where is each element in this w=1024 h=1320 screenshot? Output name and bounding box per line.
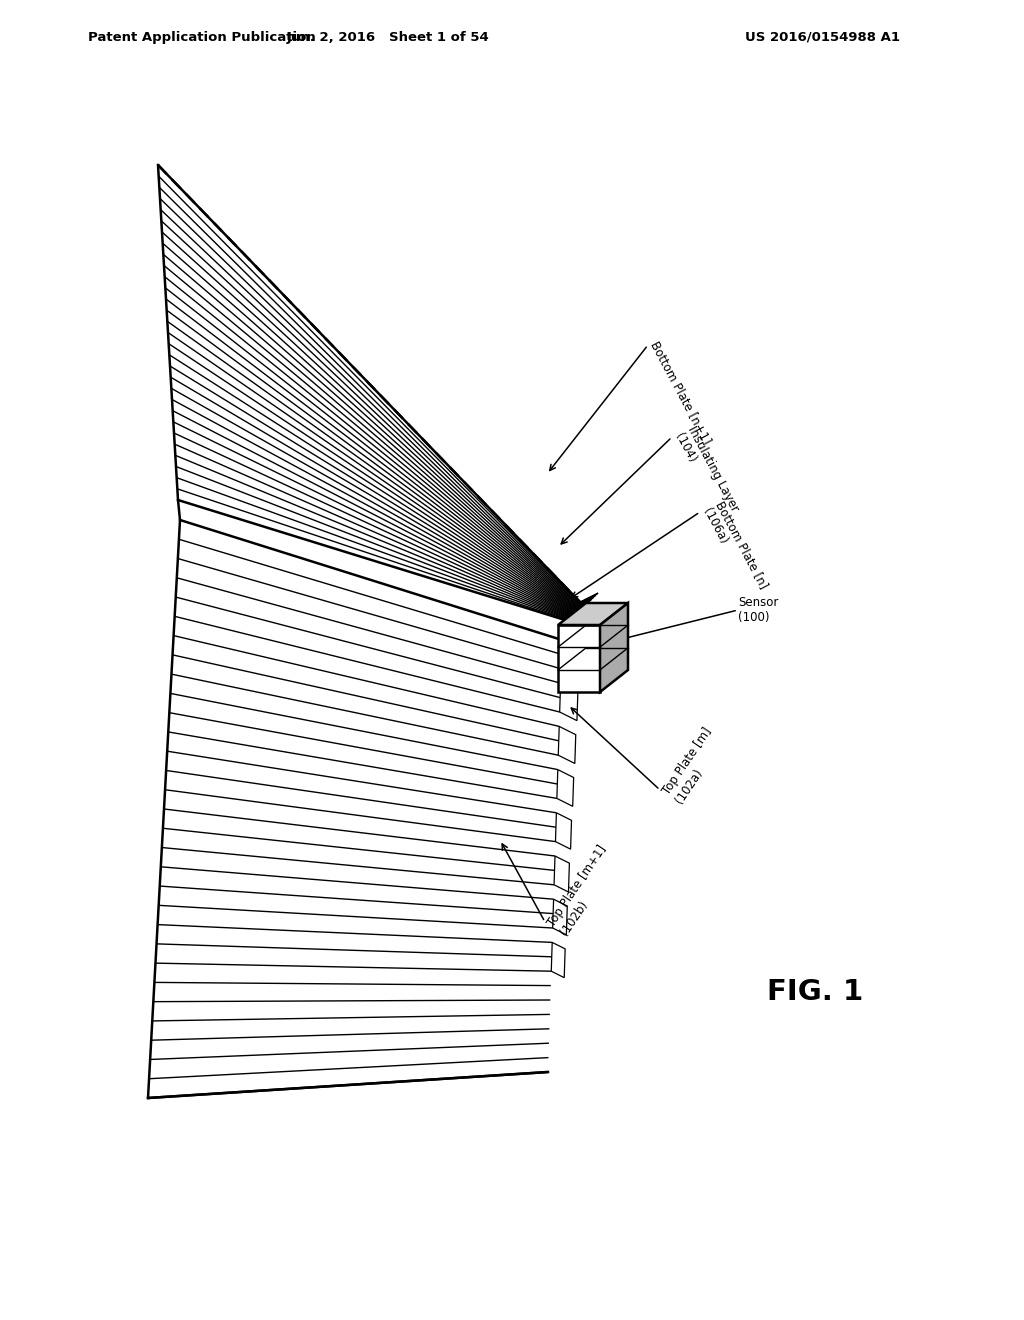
Polygon shape: [575, 598, 594, 607]
Text: Top Plate [m]
(102a): Top Plate [m] (102a): [660, 726, 727, 805]
Polygon shape: [555, 813, 571, 849]
Polygon shape: [551, 942, 565, 978]
Text: Insulating Layer
(104): Insulating Layer (104): [672, 424, 741, 521]
Polygon shape: [579, 593, 598, 603]
Text: Bottom Plate [n+1]: Bottom Plate [n+1]: [648, 339, 714, 446]
Polygon shape: [557, 770, 573, 807]
Polygon shape: [560, 684, 578, 721]
Polygon shape: [578, 595, 596, 605]
Polygon shape: [571, 603, 587, 612]
Polygon shape: [567, 610, 581, 618]
Text: Jun. 2, 2016   Sheet 1 of 54: Jun. 2, 2016 Sheet 1 of 54: [287, 30, 489, 44]
Polygon shape: [558, 624, 600, 692]
Text: Bottom Plate [n]
(106a): Bottom Plate [n] (106a): [700, 499, 770, 598]
Text: FIG. 1: FIG. 1: [767, 978, 863, 1006]
Polygon shape: [570, 606, 585, 614]
Text: Top Plate [m+1]
(102b): Top Plate [m+1] (102b): [545, 843, 622, 937]
Text: Sensor
(100): Sensor (100): [738, 597, 778, 624]
Text: Patent Application Publication: Patent Application Publication: [88, 30, 315, 44]
Polygon shape: [561, 640, 580, 677]
Polygon shape: [565, 612, 578, 619]
Text: US 2016/0154988 A1: US 2016/0154988 A1: [745, 30, 900, 44]
Polygon shape: [554, 855, 569, 892]
Polygon shape: [568, 609, 583, 616]
Polygon shape: [558, 726, 575, 763]
Polygon shape: [573, 602, 589, 610]
Polygon shape: [600, 603, 628, 692]
Polygon shape: [553, 899, 567, 935]
Polygon shape: [574, 599, 591, 609]
Polygon shape: [558, 603, 628, 624]
